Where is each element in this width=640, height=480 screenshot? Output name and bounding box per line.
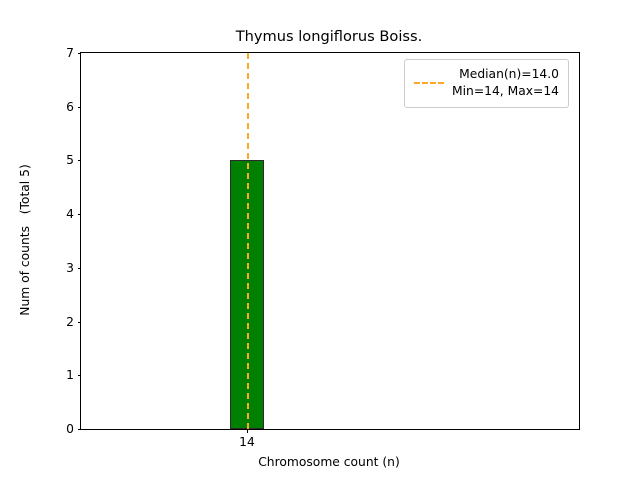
chart-title: Thymus longiflorus Boiss.	[235, 28, 423, 45]
y-tick-label: 0	[66, 421, 74, 436]
y-tick-mark	[77, 375, 81, 377]
y-tick-mark	[77, 53, 81, 54]
y-tick-label: 3	[66, 260, 74, 275]
y-tick-mark	[77, 267, 81, 269]
legend-median-label: Median(n)=14.0	[459, 67, 559, 81]
y-tick-label: 4	[66, 206, 74, 221]
y-tick-label: 5	[66, 153, 74, 168]
plot-inner	[81, 53, 579, 429]
y-tick-label: 6	[66, 99, 74, 114]
median-line	[247, 53, 249, 429]
x-tick-mark	[247, 429, 248, 433]
legend-minmax-label: Min=14, Max=14	[452, 84, 559, 98]
y-tick-label: 7	[66, 45, 74, 60]
y-tick-mark	[77, 321, 81, 323]
median-line-icon	[414, 82, 444, 84]
x-axis-label: Chromosome count (n)	[258, 455, 400, 469]
legend-entry-texts: Median(n)=14.0 Min=14, Max=14	[452, 66, 559, 100]
plot-area: 0 1 2 3 4 5 6 7 14	[66, 47, 580, 448]
bar	[230, 160, 264, 429]
y-tick-mark	[77, 429, 81, 430]
y-tick-mark	[77, 160, 81, 162]
legend-entry: Median(n)=14.0 Min=14, Max=14	[414, 66, 559, 100]
y-axis-label: Num of counts (Total 5)	[18, 164, 32, 316]
x-tick-label: 14	[239, 435, 255, 449]
y-tick-label: 1	[66, 368, 74, 383]
y-tick-label: 2	[66, 314, 74, 329]
y-tick-mark	[77, 106, 81, 108]
chart-legend: Median(n)=14.0 Min=14, Max=14	[404, 59, 569, 108]
y-tick-mark	[77, 214, 81, 216]
